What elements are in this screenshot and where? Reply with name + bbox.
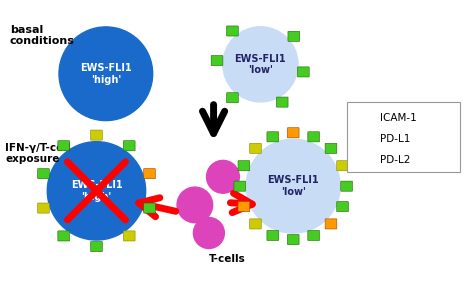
FancyBboxPatch shape	[58, 141, 70, 151]
Text: PD-L2: PD-L2	[380, 156, 410, 165]
Text: T-cells: T-cells	[209, 254, 246, 264]
FancyBboxPatch shape	[91, 242, 102, 252]
FancyBboxPatch shape	[325, 219, 337, 229]
FancyBboxPatch shape	[250, 219, 261, 229]
Text: EWS-FLI1
'low': EWS-FLI1 'low'	[235, 54, 286, 75]
FancyBboxPatch shape	[267, 230, 279, 240]
Text: IFN-γ/T-cell
exposure: IFN-γ/T-cell exposure	[5, 143, 71, 164]
FancyBboxPatch shape	[298, 67, 309, 77]
Text: EWS-FLI1
'high': EWS-FLI1 'high'	[80, 63, 132, 85]
Circle shape	[246, 139, 340, 233]
FancyBboxPatch shape	[238, 161, 250, 171]
FancyBboxPatch shape	[227, 93, 238, 103]
FancyBboxPatch shape	[287, 128, 299, 138]
Text: basal
conditions: basal conditions	[10, 24, 75, 46]
FancyBboxPatch shape	[347, 102, 459, 172]
FancyBboxPatch shape	[337, 161, 348, 171]
FancyBboxPatch shape	[58, 231, 70, 241]
FancyBboxPatch shape	[123, 141, 135, 151]
Circle shape	[177, 187, 213, 223]
FancyBboxPatch shape	[325, 143, 337, 154]
Circle shape	[59, 27, 153, 121]
Circle shape	[193, 217, 224, 249]
Circle shape	[207, 160, 239, 193]
FancyBboxPatch shape	[337, 202, 348, 212]
FancyBboxPatch shape	[288, 31, 300, 41]
FancyBboxPatch shape	[37, 203, 49, 213]
FancyBboxPatch shape	[359, 133, 373, 145]
FancyBboxPatch shape	[144, 203, 155, 213]
FancyBboxPatch shape	[359, 112, 373, 124]
FancyBboxPatch shape	[341, 181, 353, 191]
FancyBboxPatch shape	[37, 168, 49, 179]
FancyBboxPatch shape	[211, 56, 223, 66]
Text: EWS-FLI1
'high': EWS-FLI1 'high'	[71, 180, 122, 202]
FancyBboxPatch shape	[91, 130, 102, 140]
FancyBboxPatch shape	[227, 26, 238, 36]
FancyBboxPatch shape	[359, 154, 373, 166]
FancyBboxPatch shape	[144, 168, 155, 179]
Text: PD-L1: PD-L1	[380, 134, 410, 144]
Circle shape	[47, 142, 146, 240]
Text: ICAM-1: ICAM-1	[380, 113, 417, 123]
FancyBboxPatch shape	[308, 132, 319, 142]
FancyBboxPatch shape	[267, 132, 279, 142]
FancyBboxPatch shape	[308, 230, 319, 240]
FancyBboxPatch shape	[123, 231, 135, 241]
Text: EWS-FLI1
'low': EWS-FLI1 'low'	[267, 175, 319, 197]
FancyBboxPatch shape	[276, 97, 288, 107]
FancyBboxPatch shape	[234, 181, 246, 191]
FancyBboxPatch shape	[287, 234, 299, 245]
FancyBboxPatch shape	[250, 143, 261, 154]
FancyBboxPatch shape	[238, 202, 250, 212]
Circle shape	[223, 27, 298, 102]
